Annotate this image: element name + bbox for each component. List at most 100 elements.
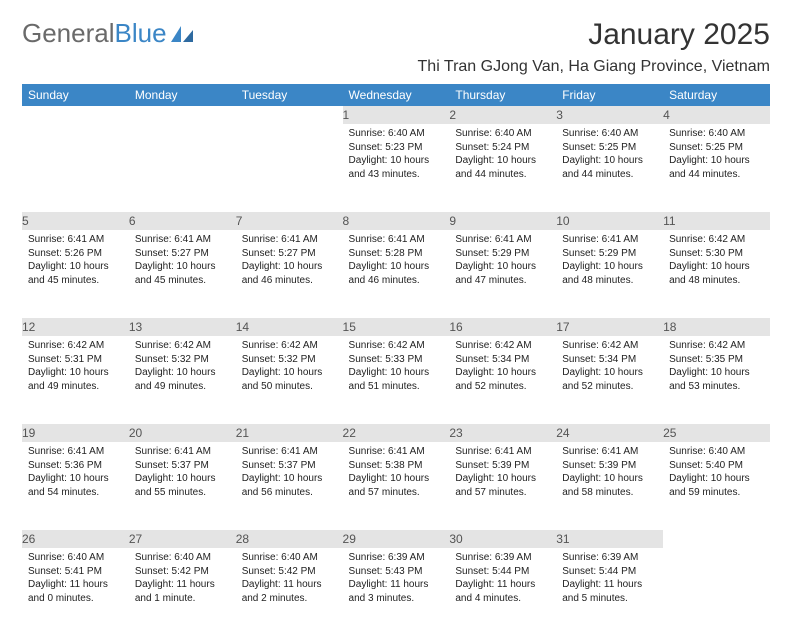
daylight-text: Daylight: 10 hours and 45 minutes. [135, 260, 230, 287]
sunrise-text: Sunrise: 6:40 AM [242, 551, 337, 565]
sunrise-text: Sunrise: 6:42 AM [669, 233, 764, 247]
day-content: Sunrise: 6:42 AMSunset: 5:34 PMDaylight:… [556, 336, 663, 399]
day-cell: Sunrise: 6:41 AMSunset: 5:37 PMDaylight:… [129, 442, 236, 530]
day-content: Sunrise: 6:41 AMSunset: 5:39 PMDaylight:… [556, 442, 663, 505]
day-number: 11 [663, 212, 770, 230]
day-number: 4 [663, 106, 770, 124]
sunrise-text: Sunrise: 6:41 AM [135, 445, 230, 459]
calendar-table: Sunday Monday Tuesday Wednesday Thursday… [22, 84, 770, 636]
day-cell: Sunrise: 6:40 AMSunset: 5:40 PMDaylight:… [663, 442, 770, 530]
day-number: 3 [556, 106, 663, 124]
sunrise-text: Sunrise: 6:42 AM [28, 339, 123, 353]
sunset-text: Sunset: 5:32 PM [135, 353, 230, 367]
day-cell: Sunrise: 6:41 AMSunset: 5:39 PMDaylight:… [449, 442, 556, 530]
sunrise-text: Sunrise: 6:41 AM [349, 445, 444, 459]
sunset-text: Sunset: 5:34 PM [455, 353, 550, 367]
day-content-row: Sunrise: 6:40 AMSunset: 5:41 PMDaylight:… [22, 548, 770, 636]
day-number: 28 [236, 530, 343, 548]
day-number: 30 [449, 530, 556, 548]
day-number [663, 530, 770, 548]
sunset-text: Sunset: 5:26 PM [28, 247, 123, 261]
daylight-text: Daylight: 10 hours and 48 minutes. [562, 260, 657, 287]
sunrise-text: Sunrise: 6:41 AM [242, 233, 337, 247]
day-number [22, 106, 129, 124]
day-cell: Sunrise: 6:40 AMSunset: 5:42 PMDaylight:… [236, 548, 343, 636]
sunset-text: Sunset: 5:32 PM [242, 353, 337, 367]
sunset-text: Sunset: 5:23 PM [349, 141, 444, 155]
sunset-text: Sunset: 5:29 PM [562, 247, 657, 261]
day-number [236, 106, 343, 124]
sunrise-text: Sunrise: 6:41 AM [455, 233, 550, 247]
day-content: Sunrise: 6:39 AMSunset: 5:43 PMDaylight:… [343, 548, 450, 611]
day-cell: Sunrise: 6:41 AMSunset: 5:29 PMDaylight:… [449, 230, 556, 318]
day-number: 2 [449, 106, 556, 124]
day-content-row: Sunrise: 6:40 AMSunset: 5:23 PMDaylight:… [22, 124, 770, 212]
daynum-row: 262728293031 [22, 530, 770, 548]
sunrise-text: Sunrise: 6:39 AM [349, 551, 444, 565]
sunrise-text: Sunrise: 6:41 AM [455, 445, 550, 459]
sunrise-text: Sunrise: 6:42 AM [455, 339, 550, 353]
day-cell: Sunrise: 6:42 AMSunset: 5:34 PMDaylight:… [449, 336, 556, 424]
sunrise-text: Sunrise: 6:41 AM [28, 445, 123, 459]
sunrise-text: Sunrise: 6:40 AM [455, 127, 550, 141]
daylight-text: Daylight: 10 hours and 46 minutes. [242, 260, 337, 287]
day-content: Sunrise: 6:41 AMSunset: 5:29 PMDaylight:… [449, 230, 556, 293]
day-content: Sunrise: 6:39 AMSunset: 5:44 PMDaylight:… [449, 548, 556, 611]
daylight-text: Daylight: 10 hours and 44 minutes. [562, 154, 657, 181]
day-cell: Sunrise: 6:40 AMSunset: 5:25 PMDaylight:… [556, 124, 663, 212]
day-cell [22, 124, 129, 212]
day-number: 12 [22, 318, 129, 336]
day-content-row: Sunrise: 6:42 AMSunset: 5:31 PMDaylight:… [22, 336, 770, 424]
day-number [129, 106, 236, 124]
day-cell: Sunrise: 6:41 AMSunset: 5:27 PMDaylight:… [129, 230, 236, 318]
day-content: Sunrise: 6:40 AMSunset: 5:23 PMDaylight:… [343, 124, 450, 187]
daylight-text: Daylight: 10 hours and 49 minutes. [28, 366, 123, 393]
day-cell: Sunrise: 6:42 AMSunset: 5:34 PMDaylight:… [556, 336, 663, 424]
weekday-header: Friday [556, 84, 663, 106]
day-cell: Sunrise: 6:42 AMSunset: 5:32 PMDaylight:… [129, 336, 236, 424]
sunset-text: Sunset: 5:34 PM [562, 353, 657, 367]
day-number: 8 [343, 212, 450, 230]
day-number: 26 [22, 530, 129, 548]
day-content: Sunrise: 6:41 AMSunset: 5:39 PMDaylight:… [449, 442, 556, 505]
day-content: Sunrise: 6:41 AMSunset: 5:37 PMDaylight:… [236, 442, 343, 505]
sunrise-text: Sunrise: 6:40 AM [349, 127, 444, 141]
sunrise-text: Sunrise: 6:41 AM [562, 445, 657, 459]
day-cell: Sunrise: 6:42 AMSunset: 5:31 PMDaylight:… [22, 336, 129, 424]
day-number: 20 [129, 424, 236, 442]
sunset-text: Sunset: 5:44 PM [562, 565, 657, 579]
daylight-text: Daylight: 10 hours and 59 minutes. [669, 472, 764, 499]
sunset-text: Sunset: 5:25 PM [669, 141, 764, 155]
weekday-header: Thursday [449, 84, 556, 106]
weekday-header: Tuesday [236, 84, 343, 106]
day-cell: Sunrise: 6:41 AMSunset: 5:39 PMDaylight:… [556, 442, 663, 530]
day-number: 5 [22, 212, 129, 230]
sunrise-text: Sunrise: 6:42 AM [562, 339, 657, 353]
sunrise-text: Sunrise: 6:41 AM [349, 233, 444, 247]
weekday-header: Wednesday [343, 84, 450, 106]
sunrise-text: Sunrise: 6:42 AM [349, 339, 444, 353]
day-cell [129, 124, 236, 212]
day-content: Sunrise: 6:41 AMSunset: 5:26 PMDaylight:… [22, 230, 129, 293]
daynum-row: 567891011 [22, 212, 770, 230]
daylight-text: Daylight: 10 hours and 51 minutes. [349, 366, 444, 393]
page-title: January 2025 [588, 18, 770, 52]
daylight-text: Daylight: 11 hours and 5 minutes. [562, 578, 657, 605]
sunrise-text: Sunrise: 6:40 AM [562, 127, 657, 141]
sunrise-text: Sunrise: 6:41 AM [562, 233, 657, 247]
sunset-text: Sunset: 5:39 PM [562, 459, 657, 473]
day-number: 16 [449, 318, 556, 336]
daylight-text: Daylight: 10 hours and 56 minutes. [242, 472, 337, 499]
day-content: Sunrise: 6:41 AMSunset: 5:36 PMDaylight:… [22, 442, 129, 505]
day-content-row: Sunrise: 6:41 AMSunset: 5:36 PMDaylight:… [22, 442, 770, 530]
daylight-text: Daylight: 10 hours and 58 minutes. [562, 472, 657, 499]
daylight-text: Daylight: 10 hours and 44 minutes. [455, 154, 550, 181]
day-content: Sunrise: 6:42 AMSunset: 5:35 PMDaylight:… [663, 336, 770, 399]
day-number: 24 [556, 424, 663, 442]
day-cell: Sunrise: 6:40 AMSunset: 5:42 PMDaylight:… [129, 548, 236, 636]
sunrise-text: Sunrise: 6:41 AM [135, 233, 230, 247]
day-number: 27 [129, 530, 236, 548]
sunset-text: Sunset: 5:43 PM [349, 565, 444, 579]
sunset-text: Sunset: 5:40 PM [669, 459, 764, 473]
sunset-text: Sunset: 5:35 PM [669, 353, 764, 367]
